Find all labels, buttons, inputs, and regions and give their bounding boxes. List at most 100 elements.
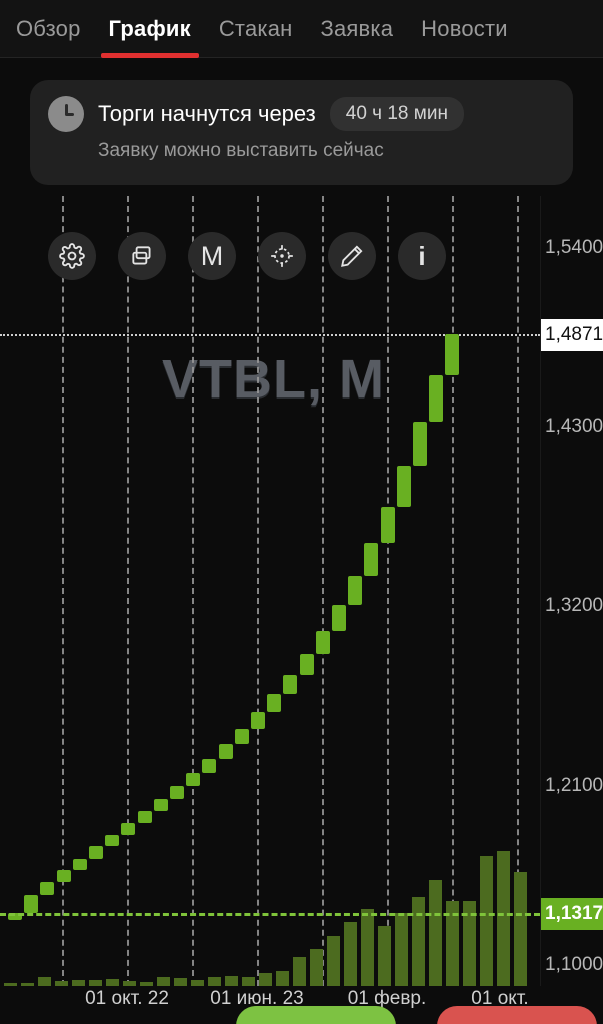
chart-watermark: VTBL, M — [162, 349, 385, 409]
volume-bar — [208, 977, 221, 986]
volume-bar — [276, 970, 289, 986]
candle — [348, 575, 363, 605]
order-price-line[interactable] — [0, 913, 540, 917]
volume-bar — [361, 908, 374, 986]
volume-bar — [378, 926, 391, 986]
chart-gridline-v-7 — [517, 196, 519, 986]
tab-grafik[interactable]: График — [95, 0, 205, 58]
candle — [24, 894, 39, 913]
tab-bar: Обзор График Стакан Заявка Новости — [0, 0, 603, 58]
candle — [56, 870, 71, 882]
current-price-line — [0, 334, 540, 337]
volume-bar — [429, 879, 442, 986]
time-tick: 01 июн. 23 — [210, 988, 304, 1009]
countdown-badge: 40 ч 18 мин — [329, 97, 464, 131]
volume-bar — [89, 980, 102, 986]
sell-button[interactable] — [437, 1006, 597, 1024]
crosshair-icon[interactable] — [258, 232, 306, 280]
volume-bar — [480, 855, 493, 986]
draw-icon[interactable] — [328, 232, 376, 280]
time-tick: 01 окт. 22 — [85, 988, 169, 1009]
volume-bar — [4, 983, 17, 986]
chart-gridline-v-4 — [322, 196, 324, 986]
volume-bar — [106, 979, 119, 986]
candle — [202, 758, 217, 773]
tab-stakan[interactable]: Стакан — [205, 0, 307, 58]
banner-top-row: Торги начнутся через 40 ч 18 мин — [48, 96, 555, 132]
chart-gridline-v-2 — [192, 196, 194, 986]
candle — [267, 694, 282, 713]
layers-icon[interactable] — [118, 232, 166, 280]
volume-bar — [412, 897, 425, 986]
volume-bar — [123, 981, 136, 986]
volume-bar — [21, 983, 34, 986]
info-icon[interactable]: i — [398, 232, 446, 280]
candle — [121, 823, 136, 835]
volume-bar — [242, 977, 255, 986]
volume-bar — [72, 980, 85, 986]
candle — [40, 881, 55, 895]
volume-bar — [140, 982, 153, 986]
volume-bar — [191, 980, 204, 986]
volume-bar — [174, 978, 187, 986]
volume-bar — [55, 981, 68, 986]
settings-icon[interactable] — [48, 232, 96, 280]
chart-gridline-v-1 — [127, 196, 129, 986]
chart-gridline-v-0 — [62, 196, 64, 986]
candle — [445, 334, 460, 376]
tab-label: Стакан — [218, 15, 293, 41]
candle — [413, 422, 427, 467]
candle — [89, 845, 103, 859]
price-tick: 1,3200 — [545, 595, 603, 617]
candle — [299, 653, 314, 675]
chart-plot[interactable]: VTBL, M — [0, 196, 540, 986]
buy-button[interactable] — [236, 1006, 396, 1024]
chart-gridline-v-5 — [387, 196, 389, 986]
volume-bar — [293, 957, 306, 986]
tab-label: Новости — [421, 15, 508, 41]
chart-gridline-v-3 — [257, 196, 259, 986]
time-tick: 01 февр. — [347, 988, 427, 1009]
banner-title: Торги начнутся через — [98, 101, 316, 126]
clock-icon — [48, 96, 84, 132]
candle — [283, 674, 298, 695]
volume-bar — [157, 977, 170, 986]
tab-novosti[interactable]: Новости — [407, 0, 522, 58]
volume-bar — [225, 976, 238, 986]
volume-bar — [463, 901, 476, 986]
volume-bar — [514, 872, 527, 986]
candle — [153, 798, 168, 811]
candle — [72, 858, 87, 871]
current-price-label: 1,4871 — [541, 319, 603, 352]
volume-bar — [446, 901, 459, 986]
price-tick: 1,1000 — [545, 953, 603, 975]
candle — [251, 712, 265, 729]
candle — [429, 375, 444, 423]
tab-label: График — [108, 15, 191, 41]
price-tick: 1,4300 — [545, 416, 603, 438]
candle — [364, 542, 379, 576]
interval-button[interactable]: M — [188, 232, 236, 280]
tab-obzor[interactable]: Обзор — [0, 0, 95, 58]
candle — [186, 772, 201, 786]
volume-bar — [327, 935, 340, 986]
tab-label: Заявка — [320, 15, 394, 41]
tab-label: Обзор — [16, 15, 81, 41]
price-axis[interactable]: 1,5400 1,4300 1,3200 1,2100 1,1000 1,4871 1,13… — [540, 196, 603, 986]
trading-session-banner: Торги начнутся через 40 ч 18 мин Заявку … — [30, 80, 573, 185]
chart-gridline-v-6 — [452, 196, 454, 986]
candle — [396, 466, 411, 508]
candle — [234, 728, 249, 745]
candle — [332, 604, 346, 631]
volume-bar — [497, 851, 510, 986]
time-tick: 01 окт. — [471, 988, 529, 1009]
volume-bar — [259, 972, 272, 986]
order-price-label[interactable]: 1,1317 — [541, 898, 603, 931]
candle — [137, 810, 152, 824]
chart-area[interactable]: VTBL, M 230 000 — [0, 196, 603, 986]
candle — [218, 744, 233, 759]
tab-zayavka[interactable]: Заявка — [307, 0, 408, 58]
price-tick: 1,5400 — [545, 237, 603, 259]
